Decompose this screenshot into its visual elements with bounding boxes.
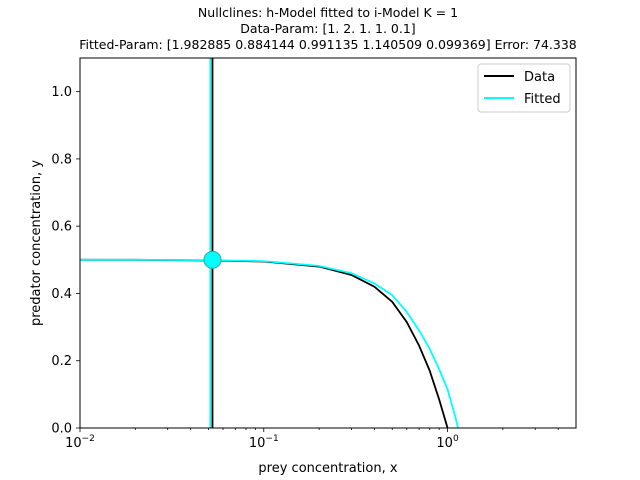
- title-line-1: Nullclines: h-Model fitted to i-Model K …: [198, 5, 458, 20]
- x-tick-label: 10−2: [65, 434, 95, 451]
- y-axis-ticks: 0.0 0.2 0.4 0.6 0.8 1.0: [51, 85, 80, 437]
- y-axis-label: predator concentration, y: [29, 160, 44, 326]
- y-tick-label: 0.6: [51, 220, 72, 235]
- chart-title: Nullclines: h-Model fitted to i-Model K …: [79, 5, 577, 52]
- legend: Data Fitted: [477, 63, 571, 113]
- title-line-2: Data-Param: [1. 2. 1. 1. 0.1]: [240, 21, 415, 36]
- x-tick-label: 100: [436, 434, 459, 451]
- y-tick-label: 0.4: [51, 287, 72, 302]
- plot-area: [80, 58, 459, 428]
- x-axis-ticks: 10−2 10−1 100: [65, 428, 559, 451]
- y-tick-label: 0.0: [51, 422, 72, 437]
- x-tick-label: 10−1: [249, 434, 279, 451]
- legend-label-data: Data: [524, 70, 555, 85]
- equilibrium-point: [203, 250, 222, 269]
- legend-label-fitted: Fitted: [524, 92, 561, 107]
- x-axis-label: prey concentration, x: [258, 461, 397, 476]
- y-tick-label: 0.2: [51, 354, 72, 369]
- series-fitted-curve: [80, 258, 459, 428]
- y-tick-label: 1.0: [51, 85, 72, 100]
- plot-frame: [79, 57, 577, 429]
- title-line-3: Fitted-Param: [1.982885 0.884144 0.99113…: [79, 37, 577, 52]
- y-tick-label: 0.8: [51, 152, 72, 167]
- series-data-curve: [80, 258, 449, 428]
